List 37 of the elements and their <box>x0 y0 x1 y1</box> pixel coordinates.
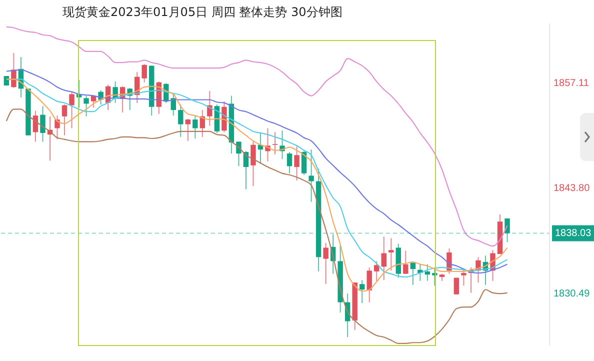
candlestick <box>250 141 256 186</box>
candlestick <box>454 277 460 295</box>
candlestick <box>301 150 307 176</box>
y-tick-label: 1830.49 <box>554 288 590 300</box>
candlestick <box>366 266 372 303</box>
ref-line-label: 1838.03 <box>555 228 592 240</box>
chart-title: 现货黄金2023年01月05日 周四 整体走势 30分钟图 <box>62 5 342 19</box>
candlestick <box>461 269 466 286</box>
candlestick <box>236 141 242 167</box>
line-series <box>6 108 508 344</box>
candlestick <box>142 64 147 83</box>
candlestick <box>178 104 184 138</box>
candlestick <box>69 92 74 129</box>
candlestick <box>323 242 328 285</box>
y-tick-label: 1843.80 <box>554 183 590 194</box>
candlestick <box>424 264 430 282</box>
candlestick <box>294 146 300 181</box>
candlestick <box>308 149 314 202</box>
candlestick <box>40 106 46 142</box>
candlestick <box>11 52 16 88</box>
candlestick <box>207 90 212 126</box>
candlestick <box>185 118 191 142</box>
candlestick <box>410 262 416 286</box>
candlestick <box>192 115 198 140</box>
candlestick <box>388 238 394 272</box>
candlestick <box>403 250 408 274</box>
candlestick <box>54 115 60 140</box>
candlestick <box>272 132 278 155</box>
candlestick <box>84 95 89 117</box>
candlestick <box>359 280 365 304</box>
candlestick <box>222 100 227 133</box>
y-tick-label: 1857.11 <box>554 78 590 89</box>
candlestick <box>286 151 292 174</box>
candlestick <box>62 104 68 136</box>
candlestick <box>381 236 386 281</box>
candlestick <box>374 260 380 282</box>
candlestick <box>432 266 438 286</box>
